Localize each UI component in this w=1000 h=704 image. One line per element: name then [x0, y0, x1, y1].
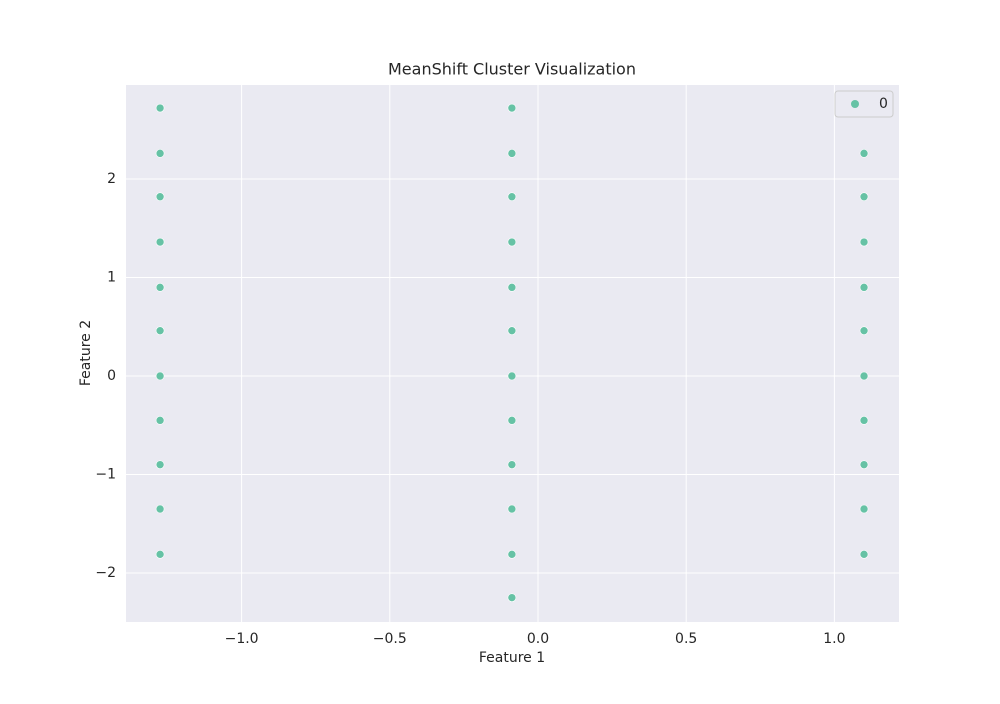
data-point [507, 192, 517, 202]
data-point [155, 504, 165, 514]
legend [834, 90, 894, 118]
y-tick-label: 1 [107, 269, 116, 285]
data-point [859, 149, 869, 158]
x-axis-label: Feature 1 [479, 650, 545, 666]
data-point [155, 103, 165, 113]
y-tick-label: −2 [95, 565, 116, 581]
data-point [155, 237, 165, 247]
data-point [859, 504, 869, 514]
y-tick-label: −1 [95, 467, 116, 483]
data-point [507, 149, 517, 158]
chart-title: MeanShift Cluster Visualization [388, 60, 636, 79]
data-point [507, 460, 517, 469]
data-point [155, 371, 165, 381]
data-point [507, 504, 517, 514]
data-point [859, 416, 869, 425]
data-point [155, 283, 165, 292]
data-point [155, 192, 165, 202]
data-point [155, 416, 165, 425]
data-point [507, 283, 517, 292]
data-point [507, 593, 517, 602]
data-point [859, 326, 869, 335]
data-point [507, 237, 517, 247]
data-point [507, 103, 517, 113]
data-point [859, 237, 869, 247]
data-point [507, 416, 517, 425]
x-tick-label: 1.0 [823, 631, 845, 647]
legend-marker [851, 100, 859, 108]
x-tick-label: −1.0 [225, 631, 259, 647]
x-tick-label: −0.5 [373, 631, 407, 647]
y-axis-label: Feature 2 [78, 320, 94, 386]
data-point [155, 460, 165, 469]
data-point [859, 371, 869, 381]
data-point [507, 550, 517, 559]
data-point [507, 371, 517, 381]
data-point [859, 550, 869, 559]
data-point [155, 149, 165, 158]
data-point [155, 550, 165, 559]
data-point [859, 192, 869, 202]
data-point [155, 326, 165, 335]
plot-area [126, 85, 899, 622]
legend-label: 0 [879, 96, 888, 112]
y-tick-label: 0 [107, 368, 116, 384]
data-point [859, 283, 869, 292]
x-tick-label: 0.0 [527, 631, 549, 647]
y-tick-label: 2 [107, 171, 116, 187]
data-point [507, 326, 517, 335]
data-point [859, 460, 869, 469]
x-tick-label: 0.5 [675, 631, 697, 647]
